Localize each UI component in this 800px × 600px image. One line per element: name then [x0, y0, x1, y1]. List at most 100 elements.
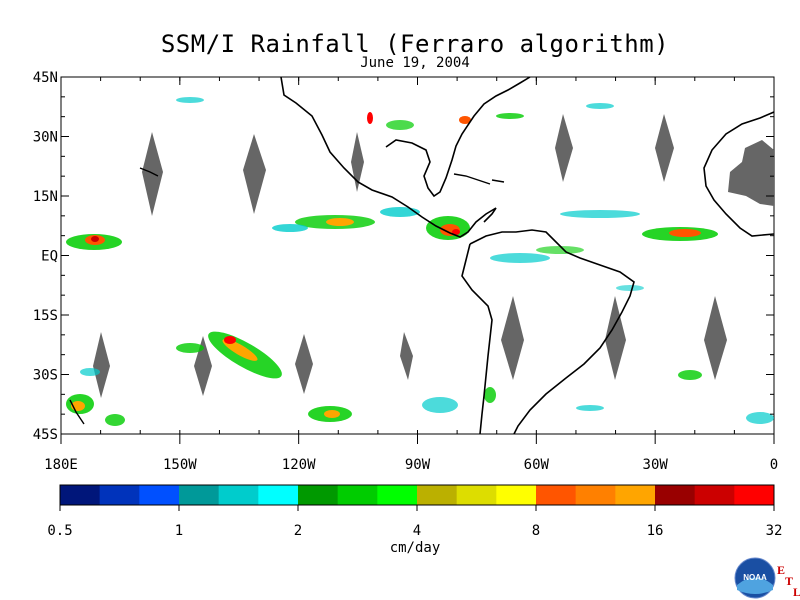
- rain-area: [586, 103, 614, 109]
- colorbar-swatch: [337, 485, 378, 505]
- missing-swath: [728, 140, 774, 206]
- lon-tick-label: 0: [770, 457, 778, 473]
- rainfall-areas: [66, 97, 774, 426]
- coastline-nz: [69, 399, 85, 425]
- map-frame: [60, 76, 775, 435]
- lat-tick-label: 45N: [33, 70, 58, 86]
- lon-tick-label: 150W: [163, 457, 197, 473]
- colorbar-swatch: [456, 485, 497, 505]
- coastline-cuba: [453, 173, 491, 185]
- rain-area: [386, 120, 414, 130]
- axis-ticks: [60, 76, 775, 444]
- lat-tick-label: 45S: [33, 427, 58, 443]
- colorbar-labels: 0.5 1 2 4 8 16 32: [47, 523, 782, 539]
- colorbar-swatch: [179, 485, 220, 505]
- rain-area: [91, 236, 99, 242]
- coastlines: [69, 76, 775, 435]
- rain-area: [669, 229, 701, 237]
- etl-letter-t: T: [785, 574, 794, 588]
- lon-tick-label: 90W: [405, 457, 431, 473]
- colorbar-swatch: [615, 485, 656, 505]
- lat-tick-label: 30N: [33, 130, 58, 146]
- missing-swath: [555, 114, 573, 182]
- rain-area: [496, 113, 524, 119]
- coastline-north-america: [280, 76, 497, 238]
- colorbar-swatch: [60, 485, 101, 505]
- colorbar-swatch: [298, 485, 339, 505]
- colorbar-swatch: [575, 485, 616, 505]
- rain-area: [422, 397, 458, 413]
- rain-area: [176, 97, 204, 103]
- colorbar-tick-label: 2: [294, 523, 302, 539]
- rain-area: [459, 116, 471, 124]
- lat-tick-label: 15N: [33, 189, 58, 205]
- missing-swath: [93, 332, 110, 398]
- chart-subtitle: June 19, 2004: [360, 55, 470, 71]
- colorbar-tick-label: 1: [175, 523, 183, 539]
- rain-area: [560, 210, 640, 218]
- etl-letter-l: L: [793, 585, 800, 599]
- coastline-hawaii: [139, 167, 159, 177]
- lon-tick-label: 180E: [44, 457, 78, 473]
- rain-area: [326, 218, 354, 226]
- colorbar-swatch: [496, 485, 537, 505]
- colorbar-tick-label: 32: [766, 523, 783, 539]
- colorbar-swatch: [377, 485, 418, 505]
- lat-tick-label: 15S: [33, 308, 58, 324]
- rain-area: [484, 387, 496, 403]
- coastline-south-america: [469, 229, 635, 435]
- lon-tick-label: 120W: [282, 457, 316, 473]
- coastline-north-america-east: [385, 76, 531, 198]
- lat-labels: 45N 30N 15N EQ 15S 30S 45S: [33, 70, 58, 443]
- rain-area: [536, 246, 584, 254]
- rain-area: [222, 339, 258, 361]
- rain-area: [367, 112, 373, 124]
- missing-swath: [243, 134, 266, 214]
- colorbar-swatch: [694, 485, 735, 505]
- colorbar-swatch: [417, 485, 458, 505]
- colorbar-swatch: [536, 485, 577, 505]
- colorbar-swatch: [218, 485, 259, 505]
- rain-area: [324, 410, 340, 418]
- lon-labels: 180E 150W 120W 90W 60W 30W 0: [44, 457, 778, 473]
- chart-title: SSM/I Rainfall (Ferraro algorithm): [160, 30, 670, 58]
- rain-area: [224, 336, 236, 344]
- missing-swath: [295, 334, 313, 394]
- rain-area: [176, 343, 204, 353]
- rain-area: [105, 414, 125, 426]
- missing-swath: [605, 296, 626, 380]
- lat-tick-label: 30S: [33, 368, 58, 384]
- colorbar-swatch: [258, 485, 299, 505]
- rain-area: [678, 370, 702, 380]
- missing-data-swaths: [93, 114, 774, 398]
- missing-swath: [400, 332, 413, 380]
- colorbar-unit-label: cm/day: [389, 540, 441, 556]
- colorbar-tick-label: 4: [413, 523, 421, 539]
- rain-area: [80, 368, 100, 376]
- missing-swath: [501, 296, 524, 380]
- colorbar-tick-label: 0.5: [47, 523, 72, 539]
- colorbar: [59, 484, 775, 511]
- coastline-africa: [703, 111, 775, 237]
- rain-area: [380, 207, 420, 217]
- rain-area: [272, 224, 308, 232]
- lat-tick-label: EQ: [41, 249, 58, 265]
- rain-area: [452, 229, 460, 235]
- rain-area: [616, 285, 644, 291]
- colorbar-swatch: [734, 485, 775, 505]
- missing-swath: [704, 296, 727, 380]
- colorbar-swatch: [139, 485, 180, 505]
- colorbar-swatch: [99, 485, 140, 505]
- colorbar-tick-label: 16: [647, 523, 664, 539]
- coastline-hispaniola: [491, 179, 505, 183]
- colorbar-tick-label: 8: [532, 523, 540, 539]
- etl-letter-e: E: [777, 563, 786, 577]
- lon-tick-label: 30W: [643, 457, 669, 473]
- coastline-south-america-west: [461, 243, 493, 435]
- rain-area: [490, 253, 550, 263]
- noaa-logo-icon: NOAA: [734, 557, 776, 599]
- rain-area: [576, 405, 604, 411]
- rain-area: [746, 412, 774, 424]
- lon-tick-label: 60W: [524, 457, 550, 473]
